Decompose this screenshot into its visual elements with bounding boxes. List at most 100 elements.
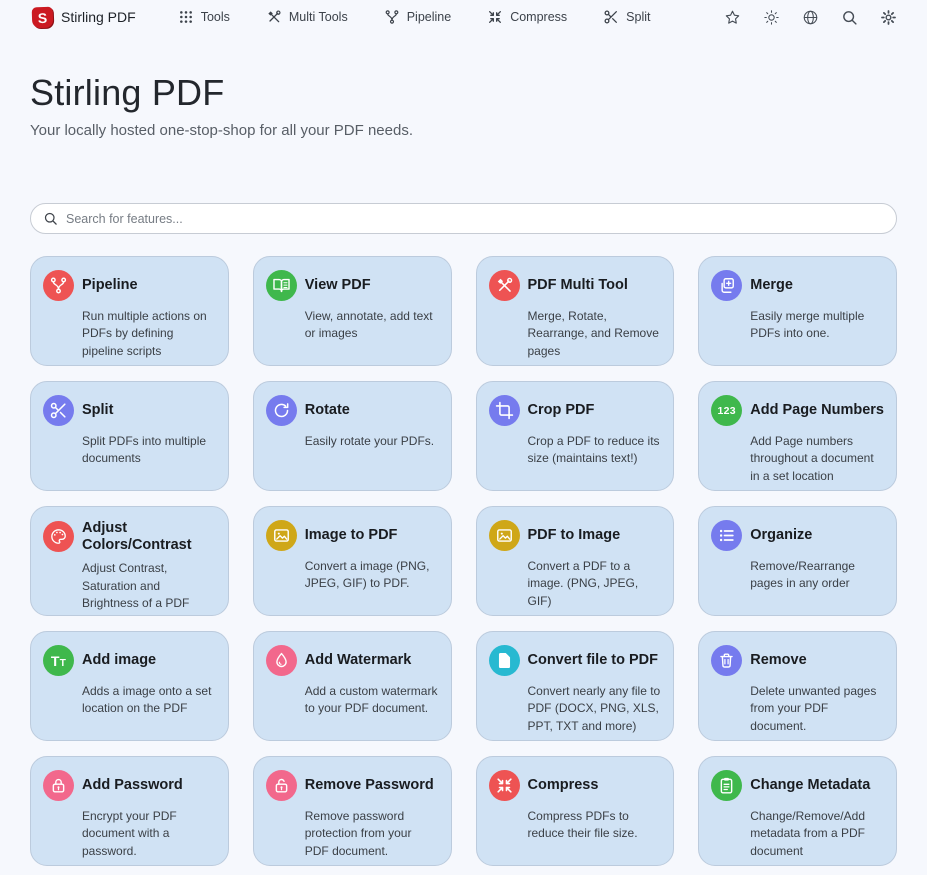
card-header: Pipeline <box>43 270 216 301</box>
nav-item-compress[interactable]: Compress <box>487 9 567 25</box>
card-title: Add Watermark <box>304 652 412 669</box>
feature-card-organize[interactable]: Organize Remove/Rearrange pages in any o… <box>698 506 897 616</box>
feature-card-view-pdf[interactable]: View PDF View, annotate, add text or ima… <box>252 256 452 366</box>
feature-card-pdf-multi-tool[interactable]: PDF Multi Tool Merge, Rotate, Rearrange,… <box>475 256 675 366</box>
card-header: Convert file to PDF <box>488 645 662 676</box>
card-title: Convert file to PDF <box>527 652 659 669</box>
globe-icon[interactable] <box>802 9 819 26</box>
card-header: Merge <box>711 270 884 301</box>
feature-card-add-watermark[interactable]: Add Watermark Add a custom watermark to … <box>252 631 452 741</box>
feature-search-bar[interactable] <box>30 203 897 234</box>
nav-item-tools[interactable]: Tools <box>178 9 230 25</box>
feature-card-change-metadata[interactable]: Change Metadata Change/Remove/Add metada… <box>698 756 897 866</box>
card-title: Adjust Colors/Contrast <box>82 520 192 553</box>
nav-item-pipeline[interactable]: Pipeline <box>384 9 451 25</box>
card-header: Add Watermark <box>265 645 439 676</box>
page-title: Stirling PDF <box>30 72 225 113</box>
card-header: Rotate <box>265 395 439 426</box>
card-description: Run multiple actions on PDFs by defining… <box>82 309 207 358</box>
card-header: PDF to Image <box>488 520 662 551</box>
feature-card-add-image[interactable]: TT Add image Adds a image onto a set loc… <box>30 631 229 741</box>
card-header: Split <box>43 395 216 426</box>
card-header: Add Password <box>43 770 216 801</box>
trash-icon <box>711 645 743 676</box>
card-title: Rotate <box>304 402 350 419</box>
card-title: PDF Multi Tool <box>527 277 628 294</box>
scissors-icon <box>43 395 74 426</box>
card-description: Split PDFs into multiple documents <box>82 434 207 466</box>
card-header: Change Metadata <box>711 770 884 801</box>
pipeline-icon <box>384 9 400 25</box>
feature-card-pipeline[interactable]: Pipeline Run multiple actions on PDFs by… <box>30 256 229 366</box>
card-header: Remove <box>711 645 884 676</box>
feature-card-remove[interactable]: Remove Delete unwanted pages from your P… <box>698 631 897 741</box>
feature-card-convert-file-to-pdf[interactable]: Convert file to PDF Convert nearly any f… <box>475 631 675 741</box>
crop-icon <box>488 395 520 426</box>
card-header: Remove Password <box>265 770 439 801</box>
card-header: 123 Add Page Numbers <box>711 395 884 426</box>
feature-card-add-password[interactable]: Add Password Encrypt your PDF document w… <box>30 756 229 866</box>
feature-card-split[interactable]: Split Split PDFs into multiple documents <box>30 381 229 491</box>
file-icon <box>488 645 520 676</box>
card-header: Adjust Colors/Contrast <box>43 520 216 553</box>
feature-card-crop-pdf[interactable]: Crop PDF Crop a PDF to reduce its size (… <box>475 381 675 491</box>
card-description: Delete unwanted pages from your PDF docu… <box>750 684 877 733</box>
card-header: Compress <box>488 770 662 801</box>
feature-card-pdf-to-image[interactable]: PDF to Image Convert a PDF to a image. (… <box>475 506 675 616</box>
card-title: Pipeline <box>82 277 138 294</box>
search-input[interactable] <box>66 211 884 226</box>
brand-label: Stirling PDF <box>61 9 136 25</box>
card-title: Split <box>82 402 114 419</box>
palette-icon <box>43 521 74 553</box>
feature-card-adjust-colors-contrast[interactable]: Adjust Colors/Contrast Adjust Contrast, … <box>30 506 229 616</box>
search-icon <box>43 211 58 226</box>
feature-card-compress[interactable]: Compress Compress PDFs to reduce their f… <box>475 756 675 866</box>
card-description: Encrypt your PDF document with a passwor… <box>82 809 177 858</box>
card-description: Change/Remove/Add metadata from a PDF do… <box>750 809 865 858</box>
nav-menu: Tools Multi Tools Pipeline Compress Spli… <box>178 9 650 25</box>
nav-actions <box>724 9 897 26</box>
feature-card-remove-password[interactable]: Remove Password Remove password protecti… <box>252 756 452 866</box>
card-description: Convert a image (PNG, JPEG, GIF) to PDF. <box>304 559 430 591</box>
nav-item-split[interactable]: Split <box>603 9 650 25</box>
card-description: Convert a PDF to a image. (PNG, JPEG, GI… <box>527 559 639 608</box>
feature-card-merge[interactable]: Merge Easily merge multiple PDFs into on… <box>698 256 897 366</box>
stirling-logo-icon: S <box>31 6 54 28</box>
brand[interactable]: S Stirling PDF <box>31 6 136 28</box>
search-icon[interactable] <box>841 9 858 26</box>
sun-icon[interactable] <box>763 9 780 26</box>
feature-card-rotate[interactable]: Rotate Easily rotate your PDFs. <box>252 381 452 491</box>
nav-item-multi-tools[interactable]: Multi Tools <box>266 9 348 25</box>
card-description: Remove/Rearrange pages in any order <box>750 559 855 591</box>
page-subtitle: Your locally hosted one-stop-shop for al… <box>30 122 413 139</box>
clipboard-icon <box>711 770 743 801</box>
card-header: TT Add image <box>43 645 216 676</box>
star-icon[interactable] <box>724 9 741 26</box>
hero-section: Stirling PDF Your locally hosted one-sto… <box>0 34 927 139</box>
card-description: Adjust Contrast, Saturation and Brightne… <box>82 561 190 611</box>
merge-icon <box>711 270 743 301</box>
card-description: Merge, Rotate, Rearrange, and Remove pag… <box>527 309 659 358</box>
text-Tt-icon: TT <box>43 645 74 676</box>
card-title: Crop PDF <box>527 402 595 419</box>
card-description: Add Page numbers throughout a document i… <box>750 434 874 483</box>
feature-card-add-page-numbers[interactable]: 123 Add Page Numbers Add Page numbers th… <box>698 381 897 491</box>
card-title: Remove Password <box>304 777 434 794</box>
card-description: Easily rotate your PDFs. <box>304 434 435 448</box>
card-description: Remove password protection from your PDF… <box>304 809 412 858</box>
card-description: Convert nearly any file to PDF (DOCX, PN… <box>527 684 661 733</box>
droplet-icon <box>265 645 297 676</box>
tools-icon <box>266 9 282 25</box>
book-open-icon <box>265 270 297 301</box>
card-title: Add Password <box>82 777 183 794</box>
card-description: Compress PDFs to reduce their file size. <box>527 809 638 841</box>
tools-icon <box>488 270 520 301</box>
top-navbar: S Stirling PDF Tools Multi Tools Pipelin… <box>0 0 927 34</box>
card-title: View PDF <box>304 277 371 294</box>
feature-card-image-to-pdf[interactable]: Image to PDF Convert a image (PNG, JPEG,… <box>252 506 452 616</box>
card-description: Easily merge multiple PDFs into one. <box>750 309 865 341</box>
scissors-icon <box>603 9 619 25</box>
gear-icon[interactable] <box>880 9 897 26</box>
feature-card-grid: Pipeline Run multiple actions on PDFs by… <box>30 256 897 866</box>
card-header: Crop PDF <box>488 395 662 426</box>
